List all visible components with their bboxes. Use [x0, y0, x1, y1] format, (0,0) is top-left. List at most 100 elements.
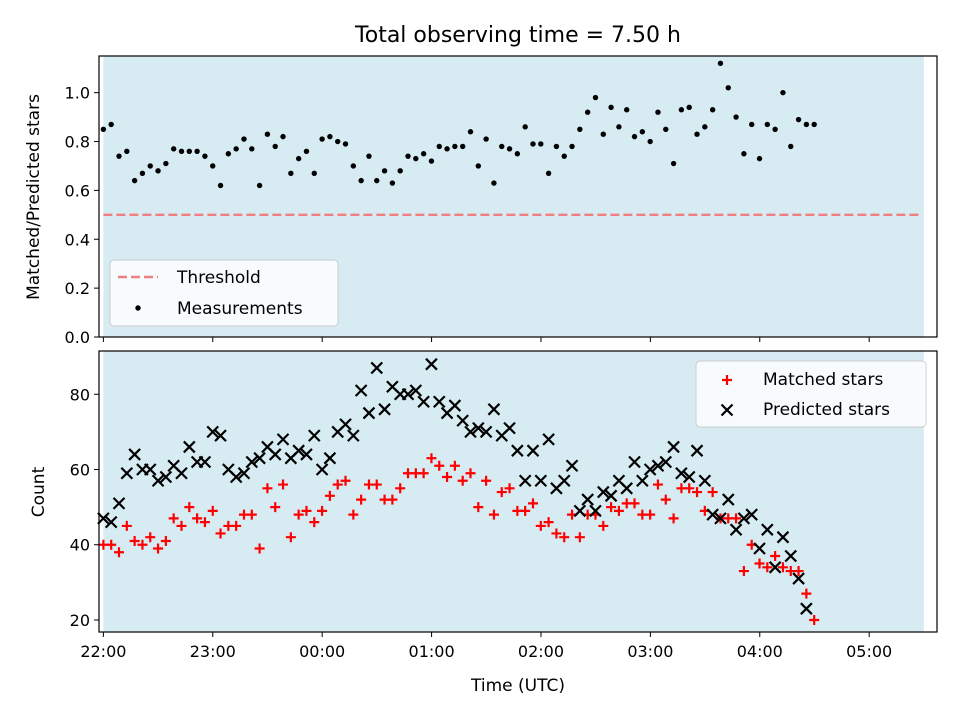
predicted-point: [206, 425, 220, 439]
measurement-point: [327, 133, 333, 140]
measurement-point: [436, 143, 442, 150]
matched-point: [692, 487, 703, 498]
matched-point: [121, 520, 132, 531]
predicted-point: [151, 474, 165, 488]
matched-point: [652, 479, 663, 490]
matched-point: [660, 494, 671, 505]
measurement-point: [350, 163, 357, 169]
legend-top: Threshold Measurements: [109, 259, 339, 327]
predicted-point: [518, 474, 532, 488]
matched-point: [153, 543, 164, 554]
predicted-point: [175, 466, 188, 480]
matched-point: [254, 543, 265, 554]
legend-label-threshold: Threshold: [176, 268, 261, 288]
matched-point: [707, 487, 718, 498]
matched-point: [270, 502, 281, 513]
predicted-point: [737, 512, 751, 525]
y-tick-label: 1.0: [65, 84, 90, 103]
measurement-point: [491, 180, 497, 186]
predicted-point: [753, 542, 766, 555]
measurement-point: [624, 107, 630, 113]
predicted-point: [503, 421, 516, 435]
predicted-point: [253, 451, 266, 465]
measurement-point: [483, 136, 489, 142]
matched-point: [465, 468, 476, 479]
matched-point: [793, 566, 804, 577]
measurement-point: [420, 151, 427, 157]
predicted-point: [432, 395, 446, 409]
predicted-point: [792, 572, 805, 585]
predicted-point: [690, 444, 704, 457]
measurement-point: [124, 148, 130, 154]
measurement-point: [170, 146, 177, 152]
matched-point: [434, 460, 445, 471]
predicted-point: [628, 455, 641, 469]
measurement-point: [139, 170, 146, 176]
measurement-point: [795, 116, 802, 123]
y-tick-label: 0.4: [65, 230, 90, 249]
measurement-point: [631, 133, 638, 140]
predicted-point: [300, 448, 313, 461]
predicted-point: [401, 387, 415, 401]
measurement-point: [733, 114, 739, 120]
measurement-point: [100, 126, 107, 133]
predicted-point: [659, 455, 673, 469]
measurement-point: [264, 131, 271, 137]
matched-point: [184, 502, 195, 513]
predicted-point: [347, 429, 360, 442]
measurement-point: [741, 151, 747, 157]
measurement-point: [405, 153, 411, 159]
measurement-point: [311, 170, 317, 176]
matched-point: [387, 494, 398, 505]
measurement-point: [444, 146, 450, 152]
predicted-point: [542, 433, 555, 446]
measurement-point: [249, 146, 255, 152]
predicted-point: [409, 384, 423, 397]
matched-point: [684, 483, 695, 494]
legend-measurements-swatch: [135, 305, 141, 311]
x-tick-label: 22:00: [80, 642, 126, 661]
matched-point: [559, 532, 570, 543]
x-axis-label: Time (UTC): [470, 676, 565, 696]
predicted-point: [276, 433, 290, 446]
measurement-point: [428, 158, 435, 164]
matched-point: [520, 505, 531, 516]
matched-point: [395, 483, 406, 494]
measurement-point: [147, 163, 153, 169]
legend-bottom: Matched stars Predicted stars: [695, 360, 927, 428]
predicted-point: [417, 395, 430, 409]
matched-point: [574, 532, 585, 543]
matched-point: [371, 479, 382, 490]
legend-box: [109, 259, 339, 327]
y-tick-label: 0.2: [65, 279, 90, 298]
predicted-point: [112, 497, 126, 510]
x-tick-label: 01:00: [409, 642, 455, 661]
predicted-point: [354, 384, 368, 397]
matched-point: [770, 551, 781, 562]
matched-point: [285, 532, 296, 543]
measurement-point: [389, 180, 396, 186]
x-tick-label: 23:00: [190, 642, 236, 661]
measurement-point: [225, 151, 232, 157]
predicted-point: [143, 463, 157, 476]
predicted-point: [636, 474, 649, 488]
measurement-point: [381, 168, 388, 174]
matched-point: [481, 475, 492, 486]
matched-point: [629, 498, 640, 509]
predicted-point: [128, 448, 141, 461]
measurement-point: [678, 107, 685, 113]
predicted-point: [339, 418, 352, 431]
matched-point: [777, 562, 788, 573]
measurement-point: [694, 131, 700, 137]
measurement-point: [374, 177, 380, 184]
y-tick-label: 60: [70, 460, 90, 479]
predicted-point: [620, 482, 633, 495]
measurement-point: [413, 155, 419, 162]
matched-point: [199, 517, 210, 528]
measurement-point: [131, 177, 138, 184]
predicted-point: [362, 406, 376, 420]
matched-point: [449, 460, 460, 471]
y-tick-label: 20: [70, 611, 90, 630]
matched-point: [613, 505, 624, 516]
